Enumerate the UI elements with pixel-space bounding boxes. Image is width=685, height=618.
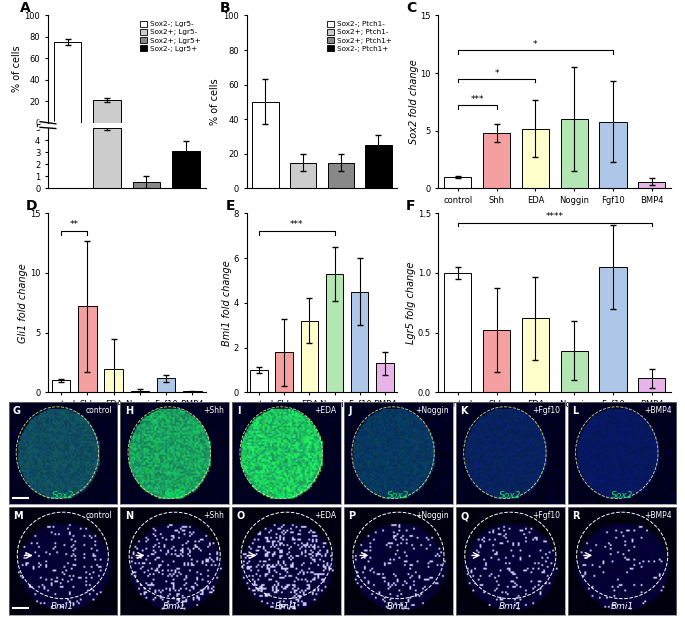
Text: I: I xyxy=(237,406,240,416)
Text: Sox2: Sox2 xyxy=(51,491,74,499)
Text: F: F xyxy=(406,199,415,213)
Bar xyxy=(78,307,97,392)
Bar xyxy=(327,163,354,188)
Y-axis label: Bmi1 fold change: Bmi1 fold change xyxy=(222,260,232,345)
Text: A: A xyxy=(20,1,30,15)
Bar xyxy=(444,177,471,188)
Bar xyxy=(365,145,392,188)
Text: +EDA: +EDA xyxy=(314,511,336,520)
Text: +Noggin: +Noggin xyxy=(414,511,448,520)
Text: control: control xyxy=(86,511,112,520)
Bar xyxy=(93,99,121,123)
Bar xyxy=(183,391,201,392)
Bar xyxy=(252,102,279,188)
Text: R: R xyxy=(572,511,580,521)
Bar xyxy=(483,133,510,188)
Text: ***: *** xyxy=(290,221,303,229)
Bar xyxy=(444,273,471,392)
Text: Bmi1: Bmi1 xyxy=(610,601,634,611)
Text: +Fgf10: +Fgf10 xyxy=(532,406,560,415)
Bar xyxy=(52,381,71,392)
Bar xyxy=(54,42,82,123)
Text: Bmi1: Bmi1 xyxy=(163,601,186,611)
Text: +EDA: +EDA xyxy=(314,406,336,415)
Text: Bmi1: Bmi1 xyxy=(499,601,522,611)
Legend: Sox2-; Lgr5-, Sox2+; Lgr5-, Sox2+; Lgr5+, Sox2-; Lgr5+: Sox2-; Lgr5-, Sox2+; Lgr5-, Sox2+; Lgr5+… xyxy=(138,19,202,53)
Text: E: E xyxy=(225,199,235,213)
Text: +Shh: +Shh xyxy=(203,511,225,520)
Bar xyxy=(522,318,549,392)
Text: J: J xyxy=(349,406,352,416)
Text: *: * xyxy=(495,69,499,78)
Bar xyxy=(599,267,627,392)
Text: O: O xyxy=(237,511,245,521)
Text: Sox2: Sox2 xyxy=(499,491,521,499)
Text: +BMP4: +BMP4 xyxy=(645,511,672,520)
Bar xyxy=(638,182,665,188)
Bar xyxy=(483,330,510,392)
Text: D: D xyxy=(26,199,38,213)
Text: +BMP4: +BMP4 xyxy=(645,406,672,415)
Bar xyxy=(131,391,149,392)
Text: *: * xyxy=(533,40,538,49)
Bar xyxy=(351,292,369,392)
Y-axis label: Lgr5 folg change: Lgr5 folg change xyxy=(406,261,416,344)
Text: Sox2: Sox2 xyxy=(164,491,186,499)
Text: K: K xyxy=(460,406,468,416)
Text: +Noggin: +Noggin xyxy=(414,406,448,415)
Text: Bmi1: Bmi1 xyxy=(51,601,75,611)
Bar xyxy=(93,128,121,188)
Text: ****: **** xyxy=(546,212,564,221)
Text: +Fgf10: +Fgf10 xyxy=(532,511,560,520)
Bar xyxy=(560,350,588,392)
Bar xyxy=(275,352,293,392)
Text: Sox2: Sox2 xyxy=(275,491,298,499)
Text: N: N xyxy=(125,511,133,521)
Text: L: L xyxy=(572,406,579,416)
Bar xyxy=(376,363,393,392)
Bar xyxy=(133,182,160,188)
Text: **: ** xyxy=(70,221,79,229)
Bar xyxy=(104,368,123,392)
Text: G: G xyxy=(13,406,21,416)
Text: control: control xyxy=(86,406,112,415)
Text: B: B xyxy=(219,1,230,15)
Text: P: P xyxy=(349,511,356,521)
Text: Bmi1: Bmi1 xyxy=(275,601,298,611)
Bar xyxy=(301,321,318,392)
Text: +Shh: +Shh xyxy=(203,406,225,415)
Bar xyxy=(638,378,665,392)
Text: Q: Q xyxy=(460,511,469,521)
Legend: Sox2-; Ptch1-, Sox2+; Ptch1-, Sox2+; Ptch1+, Sox2-; Ptch1+: Sox2-; Ptch1-, Sox2+; Ptch1-, Sox2+; Ptc… xyxy=(326,19,394,53)
Bar xyxy=(325,274,343,392)
Text: C: C xyxy=(406,1,416,15)
Text: ***: *** xyxy=(471,95,484,104)
Bar xyxy=(560,119,588,188)
Bar xyxy=(290,163,316,188)
Y-axis label: Sox2 fold change: Sox2 fold change xyxy=(409,59,419,145)
Text: H: H xyxy=(125,406,133,416)
Y-axis label: % of cells: % of cells xyxy=(210,78,221,125)
Y-axis label: Gli1 fold change: Gli1 fold change xyxy=(18,263,28,343)
Bar xyxy=(250,370,268,392)
Bar xyxy=(172,151,199,188)
Text: M: M xyxy=(13,511,23,521)
Text: Sox2: Sox2 xyxy=(611,491,634,499)
Text: Sox2: Sox2 xyxy=(387,491,410,499)
Bar xyxy=(522,129,549,188)
Bar xyxy=(157,378,175,392)
Y-axis label: % of cells: % of cells xyxy=(12,46,22,93)
Text: Bmi1: Bmi1 xyxy=(387,601,410,611)
Bar xyxy=(599,122,627,188)
